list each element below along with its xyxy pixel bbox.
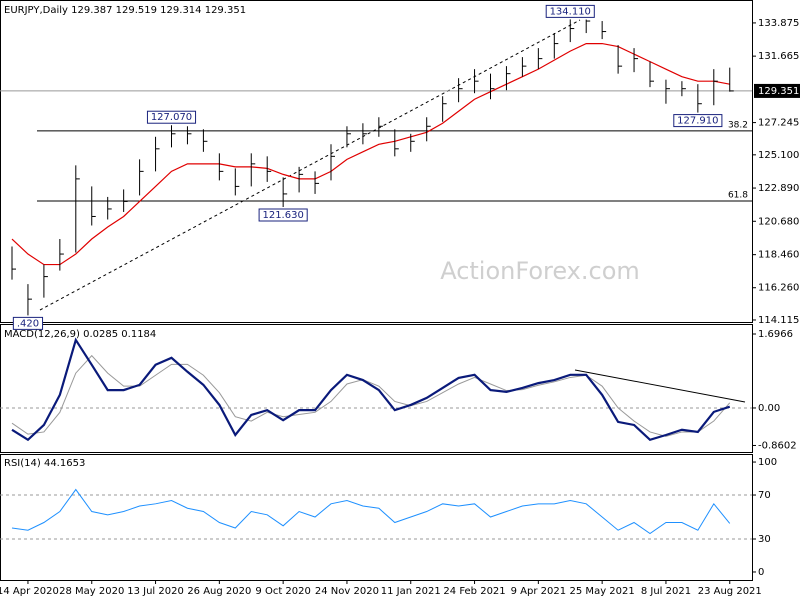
y-tick-label: 125.100 xyxy=(758,150,799,161)
rsi-line xyxy=(11,488,731,535)
y-tick-label: 0.00 xyxy=(758,403,780,414)
annotation-label: 127.070 xyxy=(151,112,192,123)
x-tick-label: 26 Aug 2020 xyxy=(187,586,251,597)
x-tick-label: 9 Apr 2021 xyxy=(511,586,566,597)
x-tick-label: 28 May 2020 xyxy=(59,586,124,597)
x-tick-label: 25 May 2021 xyxy=(570,586,635,597)
annotation-label: 134.110 xyxy=(550,6,591,17)
x-tick-label: 24 Nov 2020 xyxy=(315,586,379,597)
y-tick-label: 1.6966 xyxy=(758,329,793,340)
y-tick-label: 120.680 xyxy=(758,216,799,227)
y-tick-label: 122.890 xyxy=(758,183,799,194)
y-tick-label: 116.260 xyxy=(758,283,799,294)
moving-average xyxy=(11,42,730,266)
y-tick-label: 114.115 xyxy=(758,315,799,326)
annotation-box xyxy=(545,4,595,18)
annotation-label: 127.910 xyxy=(677,116,718,127)
annotation-label: .420 xyxy=(17,318,39,329)
y-tick-label: 118.460 xyxy=(758,250,799,261)
y-tick-label: 0 xyxy=(758,567,764,578)
y-tick-label: -0.8602 xyxy=(758,440,797,451)
y-tick-label: 70 xyxy=(758,490,771,501)
y-tick-label: 30 xyxy=(758,534,771,545)
y-tick-label: 133.875 xyxy=(758,18,799,29)
last-price-label: 129.351 xyxy=(758,86,799,97)
macd-trend-line xyxy=(574,369,746,403)
rsi-panel xyxy=(0,454,753,581)
x-tick-label: 24 Feb 2021 xyxy=(443,586,505,597)
watermark: ActionForex.com xyxy=(440,257,640,285)
fib-trend-line xyxy=(39,19,581,311)
rsi-title: RSI(14) 44.1653 xyxy=(4,458,85,469)
y-tick-label: 131.665 xyxy=(758,51,799,62)
signal-line xyxy=(11,354,731,437)
fib-label: 61.8 xyxy=(728,190,748,200)
y-tick-label: 100 xyxy=(758,457,777,468)
macd-panel xyxy=(0,324,753,453)
x-tick-label: 14 Apr 2020 xyxy=(0,586,59,597)
annotation-box xyxy=(258,208,308,222)
annotation-box xyxy=(673,114,723,128)
annotation-label: 121.630 xyxy=(262,210,303,221)
macd-line xyxy=(11,337,731,442)
x-tick-label: 9 Oct 2020 xyxy=(255,586,310,597)
annotation-box xyxy=(12,316,44,330)
x-tick-label: 8 Jul 2021 xyxy=(641,586,691,597)
x-tick-label: 11 Jan 2021 xyxy=(381,586,441,597)
price-title: EURJPY,Daily 129.387 129.519 129.314 129… xyxy=(4,5,246,16)
x-tick-label: 23 Aug 2021 xyxy=(698,586,762,597)
y-tick-label: 127.245 xyxy=(758,118,799,129)
price-panel xyxy=(0,0,753,323)
last-price-box xyxy=(754,83,800,98)
annotation-box xyxy=(146,110,197,124)
x-tick-label: 13 Jul 2020 xyxy=(127,586,184,597)
macd-title: MACD(12,26,9) 0.0285 0.1184 xyxy=(4,329,156,340)
fib-label: 38.2 xyxy=(728,120,748,130)
